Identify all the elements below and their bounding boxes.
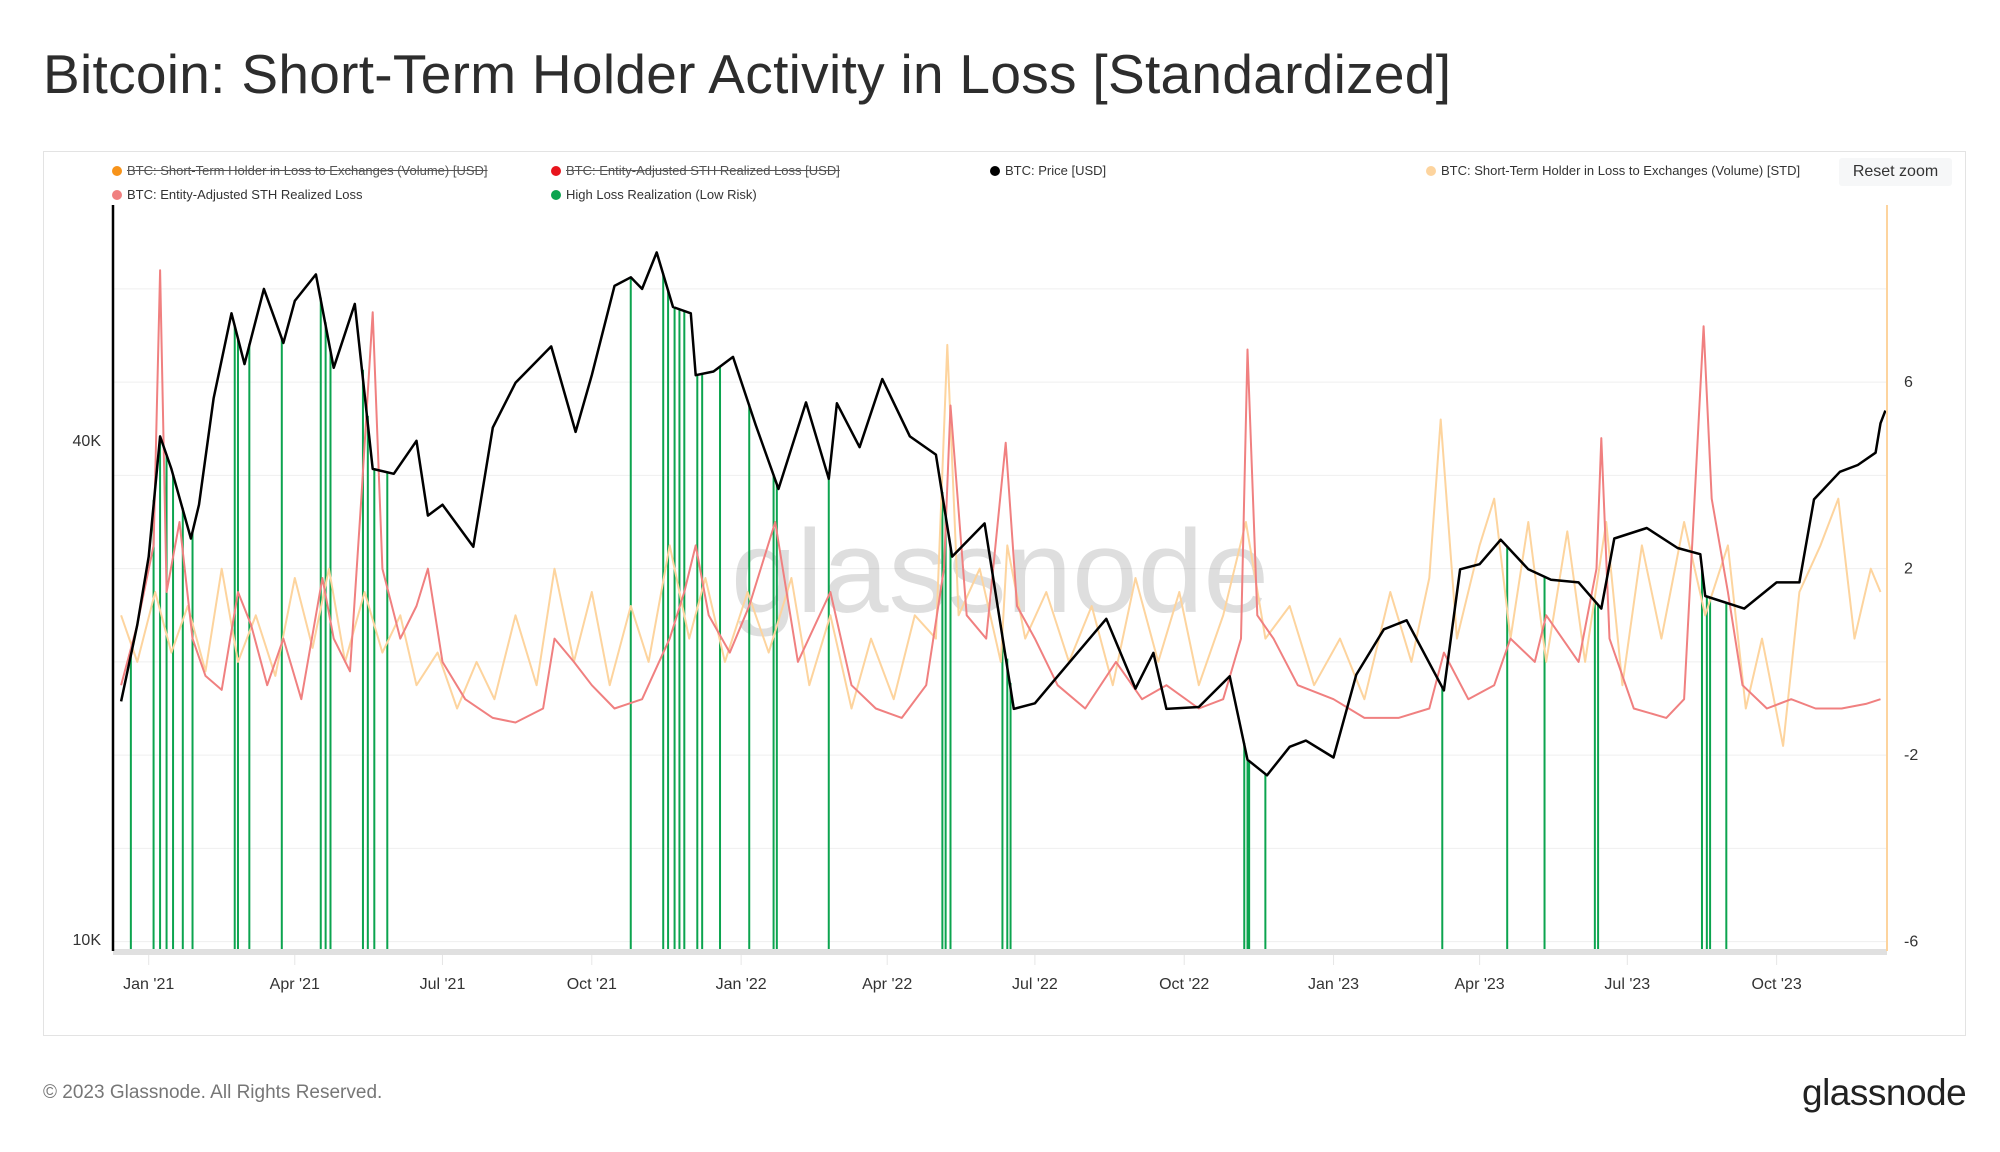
x-tick-label: Jan '23 bbox=[1308, 976, 1359, 993]
sth-loss-exchanges-std-line bbox=[120, 343, 1882, 747]
chart-container bbox=[43, 151, 1966, 1036]
x-tick-label: Apr '22 bbox=[862, 976, 912, 993]
legend-dot-icon bbox=[990, 165, 1000, 176]
right-axis-label: 6 bbox=[1904, 374, 1913, 391]
x-tick-label: Apr '21 bbox=[270, 976, 320, 993]
left-axis-label: 40K bbox=[73, 433, 102, 450]
x-tick-label: Jan '21 bbox=[123, 976, 174, 993]
right-axis-label: 2 bbox=[1904, 561, 1913, 578]
x-tick-label: Oct '23 bbox=[1752, 976, 1802, 993]
legend-item-sth-loss-exchanges-std[interactable]: BTC: Short-Term Holder in Loss to Exchan… bbox=[1426, 163, 1800, 178]
left-axis-label: 10K bbox=[73, 932, 102, 949]
legend-dot-icon bbox=[112, 189, 122, 200]
right-axis-label: -6 bbox=[1904, 934, 1918, 951]
legend-item-sth-loss-exchanges-usd[interactable]: BTC: Short-Term Holder in Loss to Exchan… bbox=[112, 163, 488, 178]
copyright-text: © 2023 Glassnode. All Rights Reserved. bbox=[43, 1082, 383, 1103]
x-tick-label: Apr '23 bbox=[1455, 976, 1505, 993]
glassnode-logo: glassnode bbox=[1802, 1072, 1967, 1113]
page-title: Bitcoin: Short-Term Holder Activity in L… bbox=[43, 43, 1452, 105]
legend-item-high-loss-realization[interactable]: High Loss Realization (Low Risk) bbox=[551, 187, 757, 202]
reset-zoom-button[interactable]: Reset zoom bbox=[1839, 158, 1952, 186]
legend-label: BTC: Price [USD] bbox=[1005, 163, 1107, 178]
x-tick-label: Oct '22 bbox=[1159, 976, 1209, 993]
x-tick-label: Jul '23 bbox=[1604, 976, 1650, 993]
right-axis-label: -2 bbox=[1904, 747, 1918, 764]
sth-realized-loss-line bbox=[120, 269, 1881, 724]
legend-dot-icon bbox=[551, 165, 561, 176]
legend-label: BTC: Short-Term Holder in Loss to Exchan… bbox=[1441, 163, 1801, 178]
legend-label: BTC: Entity-Adjusted STH Realized Loss bbox=[127, 187, 363, 202]
x-tick-label: Jul '21 bbox=[420, 976, 466, 993]
x-tick-label: Jan '22 bbox=[716, 976, 767, 993]
x-tick-label: Oct '21 bbox=[567, 976, 617, 993]
legend-item-price[interactable]: BTC: Price [USD] bbox=[990, 163, 1106, 178]
legend-label: High Loss Realization (Low Risk) bbox=[566, 187, 757, 202]
x-tick-label: Jul '22 bbox=[1012, 976, 1058, 993]
legend-item-sth-realized-loss-usd[interactable]: BTC: Entity-Adjusted STH Realized Loss [… bbox=[551, 163, 840, 178]
btc-price-line bbox=[119, 251, 1887, 777]
legend-dot-icon bbox=[551, 189, 561, 200]
legend-dot-icon bbox=[1426, 165, 1436, 176]
legend-label: BTC: Entity-Adjusted STH Realized Loss [… bbox=[566, 163, 840, 178]
legend-label: BTC: Short-Term Holder in Loss to Exchan… bbox=[127, 163, 488, 178]
legend-dot-icon bbox=[112, 165, 122, 176]
legend-item-sth-realized-loss[interactable]: BTC: Entity-Adjusted STH Realized Loss bbox=[112, 187, 363, 202]
